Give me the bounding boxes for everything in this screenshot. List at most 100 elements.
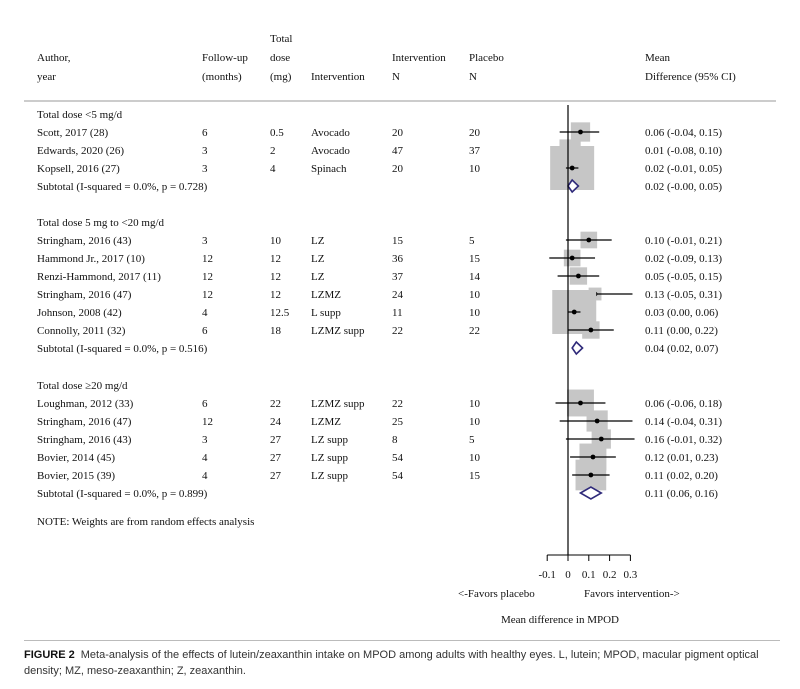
table-rows: Total dose <5 mg/d Scott, 2017 (28) 6 0.5 Av… <box>37 109 722 500</box>
study-ci-text: 0.02 (-0.09, 0.13) <box>645 253 722 265</box>
study-placebo-n: 37 <box>469 145 481 157</box>
study-ci-text: 0.01 (-0.08, 0.10) <box>645 145 722 157</box>
study-intervention-n: 47 <box>392 145 404 157</box>
study-author: Stringham, 2016 (47) <box>37 416 132 428</box>
study-intervention: Avocado <box>311 145 350 157</box>
study-placebo-n: 5 <box>469 434 475 446</box>
study-dose: 12.5 <box>270 307 290 319</box>
study-intervention-n: 54 <box>392 452 404 464</box>
point-estimate <box>588 327 594 333</box>
study-author: Loughman, 2012 (33) <box>37 398 134 410</box>
study-ci-text: 0.02 (-0.01, 0.05) <box>645 163 722 175</box>
caption-divider <box>24 640 780 641</box>
study-dose: 22 <box>270 398 281 410</box>
study-placebo-n: 10 <box>469 289 481 301</box>
study-intervention-n: 8 <box>392 434 398 446</box>
study-dose: 27 <box>270 470 282 482</box>
point-estimate <box>569 255 575 261</box>
study-ci-text: 0.11 (0.02, 0.20) <box>645 470 718 482</box>
caption-text: Meta-analysis of the effects of lutein/z… <box>24 649 759 677</box>
study-intervention: Spinach <box>311 163 347 175</box>
study-author: Stringham, 2016 (43) <box>37 235 132 247</box>
study-intervention-n: 25 <box>392 416 404 428</box>
study-author: Stringham, 2016 (47) <box>37 289 132 301</box>
study-intervention-n: 22 <box>392 325 403 337</box>
study-followup: 12 <box>202 253 213 265</box>
study-intervention: LZMZ <box>311 416 341 428</box>
study-dose: 12 <box>270 289 281 301</box>
study-author: Stringham, 2016 (43) <box>37 434 132 446</box>
study-followup: 6 <box>202 398 208 410</box>
weights-note: NOTE: Weights are from random effects an… <box>37 516 254 528</box>
point-estimate <box>576 273 581 279</box>
study-dose: 12 <box>270 271 281 283</box>
study-author: Bovier, 2014 (45) <box>37 452 115 464</box>
subtotal-label: Subtotal (I-squared = 0.0%, p = 0.728) <box>37 181 208 193</box>
study-author: Scott, 2017 (28) <box>37 127 109 139</box>
study-dose: 24 <box>270 416 282 428</box>
study-intervention: LZMZ <box>311 289 341 301</box>
study-placebo-n: 10 <box>469 307 481 319</box>
study-ci-text: 0.06 (-0.06, 0.18) <box>645 398 722 410</box>
study-intervention-n: 54 <box>392 470 404 482</box>
header-intervention-line-0: Intervention <box>311 71 365 83</box>
study-followup: 6 <box>202 127 208 139</box>
study-followup: 4 <box>202 452 208 464</box>
study-intervention-n: 37 <box>392 271 404 283</box>
study-intervention-n: 15 <box>392 235 404 247</box>
subtotal-ci-text: 0.11 (0.06, 0.16) <box>645 488 718 500</box>
header-intervention-n-line-1: N <box>392 71 400 83</box>
study-intervention-n: 22 <box>392 398 403 410</box>
header-mean-difference-line-0: Mean <box>645 52 671 64</box>
study-dose: 27 <box>270 434 282 446</box>
study-placebo-n: 10 <box>469 452 481 464</box>
study-followup: 4 <box>202 307 208 319</box>
group-heading: Total dose ≥20 mg/d <box>37 380 128 392</box>
study-dose: 4 <box>270 163 276 175</box>
point-estimate <box>578 400 583 406</box>
study-intervention: LZ <box>311 253 325 265</box>
study-intervention-n: 36 <box>392 253 404 265</box>
group-heading: Total dose <5 mg/d <box>37 109 123 121</box>
subtotal-diamond <box>578 486 603 500</box>
axis-tick-label: 0.1 <box>582 569 596 581</box>
study-intervention-n: 20 <box>392 163 404 175</box>
study-intervention: Avocado <box>311 127 350 139</box>
study-followup: 3 <box>202 434 208 446</box>
plot-area <box>549 105 635 555</box>
study-dose: 12 <box>270 253 281 265</box>
study-placebo-n: 22 <box>469 325 480 337</box>
point-estimate <box>578 129 583 135</box>
subtotal-diamond <box>571 340 584 356</box>
subtotal-diamond <box>567 178 580 194</box>
study-intervention: LZ <box>311 271 325 283</box>
study-followup: 3 <box>202 145 208 157</box>
study-author: Kopsell, 2016 (27) <box>37 163 120 175</box>
study-author: Johnson, 2008 (42) <box>37 307 122 319</box>
x-axis: -0.1 0 0.1 0.2 0.3 <-Favors placebo Favors int… <box>458 554 680 626</box>
subtotal-label: Subtotal (I-squared = 0.0%, p = 0.899) <box>37 488 208 500</box>
study-ci-text: 0.12 (0.01, 0.23) <box>645 452 719 464</box>
study-intervention: LZMZ supp <box>311 398 365 410</box>
axis-tick-label: 0.3 <box>624 569 638 581</box>
favors-placebo-label: <-Favors placebo <box>458 588 535 600</box>
study-ci-text: 0.14 (-0.04, 0.31) <box>645 416 722 428</box>
study-intervention: L supp <box>311 307 341 319</box>
favors-intervention-label: Favors intervention-> <box>584 588 680 600</box>
study-placebo-n: 10 <box>469 398 481 410</box>
study-dose: 10 <box>270 235 282 247</box>
header-author-line-1: year <box>37 71 56 83</box>
study-author: Bovier, 2015 (39) <box>37 470 115 482</box>
header-followup-line-1: (months) <box>202 71 242 83</box>
figure-caption: FIGURE 2 Meta-analysis of the effects of … <box>24 647 780 679</box>
study-placebo-n: 10 <box>469 416 481 428</box>
study-followup: 4 <box>202 470 208 482</box>
point-estimate <box>590 454 596 460</box>
study-ci-text: 0.10 (-0.01, 0.21) <box>645 235 722 247</box>
study-author: Connolly, 2011 (32) <box>37 325 126 337</box>
point-estimate <box>571 309 577 315</box>
forest-plot: Author, year Follow-up (months) Total dose (mg… <box>24 33 776 626</box>
header-mean-difference-line-1: Difference (95% CI) <box>645 71 736 83</box>
study-placebo-n: 10 <box>469 163 481 175</box>
study-placebo-n: 14 <box>469 271 481 283</box>
